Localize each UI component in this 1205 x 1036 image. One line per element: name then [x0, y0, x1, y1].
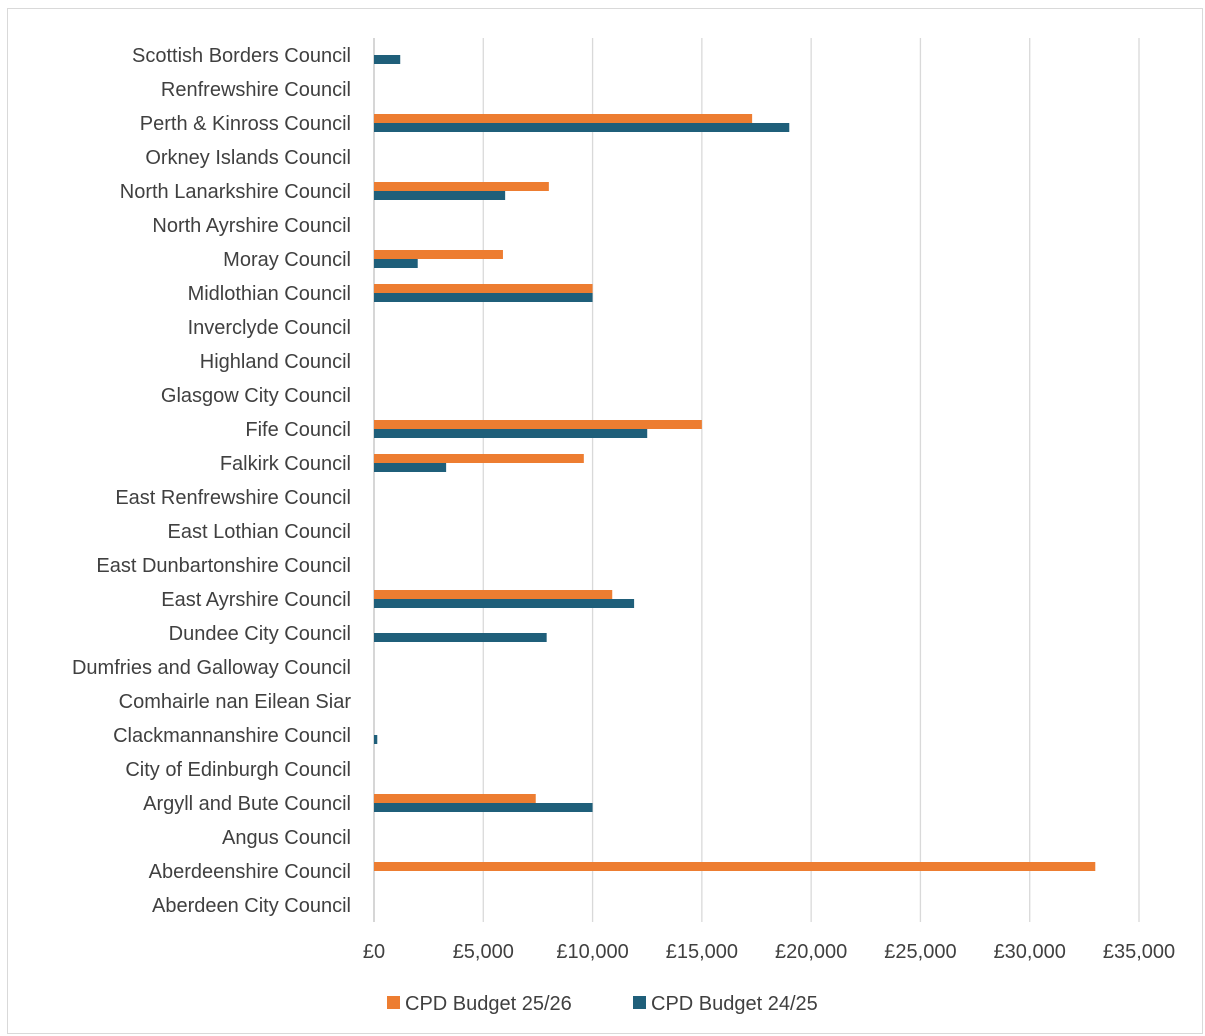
bar-cpd-25-26 — [374, 250, 503, 259]
category-label: Moray Council — [223, 249, 351, 271]
category-label: Perth & Kinross Council — [140, 113, 351, 135]
category-label: Midlothian Council — [188, 283, 351, 305]
category-label: Glasgow City Council — [161, 385, 351, 407]
x-tick-label: £20,000 — [775, 941, 847, 963]
x-tick-label: £30,000 — [994, 941, 1066, 963]
bar-cpd-25-26 — [374, 420, 702, 429]
bars — [374, 55, 1096, 871]
legend-label: CPD Budget 24/25 — [651, 993, 818, 1015]
bar-cpd-24-25 — [374, 293, 593, 302]
category-label: City of Edinburgh Council — [125, 759, 351, 781]
bar-cpd-24-25 — [374, 803, 593, 812]
bar-cpd-25-26 — [374, 590, 613, 599]
category-label: Orkney Islands Council — [145, 147, 351, 169]
category-label: East Dunbartonshire Council — [96, 555, 351, 577]
x-tick-label: £15,000 — [666, 941, 738, 963]
category-label: Dumfries and Galloway Council — [72, 657, 351, 679]
gridlines — [373, 38, 1140, 922]
category-label: East Renfrewshire Council — [115, 487, 351, 509]
category-label: North Lanarkshire Council — [120, 181, 351, 203]
category-label: Argyll and Bute Council — [143, 793, 351, 815]
category-label: Inverclyde Council — [188, 317, 351, 339]
bar-cpd-25-26 — [374, 862, 1096, 871]
category-labels: Scottish Borders Council Renfrewshire Cou… — [72, 45, 351, 917]
bar-cpd-24-25 — [374, 123, 790, 132]
category-label: Dundee City Council — [169, 623, 351, 645]
bar-cpd-24-25 — [374, 429, 648, 438]
category-label: Scottish Borders Council — [132, 45, 351, 67]
bar-cpd-24-25 — [374, 599, 635, 608]
bar-cpd-24-25 — [374, 633, 547, 642]
bar-cpd-24-25 — [374, 463, 447, 472]
category-label: East Ayrshire Council — [161, 589, 351, 611]
category-label: East Lothian Council — [168, 521, 351, 543]
legend-swatch — [387, 996, 400, 1009]
bar-cpd-25-26 — [374, 182, 549, 191]
category-label: Highland Council — [200, 351, 351, 373]
category-label: Angus Council — [222, 827, 351, 849]
x-tick-label: £0 — [363, 941, 385, 963]
bar-cpd-24-25 — [374, 55, 401, 64]
x-tick-label: £5,000 — [453, 941, 514, 963]
category-label: North Ayrshire Council — [152, 215, 351, 237]
x-tick-label: £25,000 — [884, 941, 956, 963]
bar-cpd-25-26 — [374, 284, 593, 293]
category-label: Fife Council — [245, 419, 351, 441]
legend-label: CPD Budget 25/26 — [405, 993, 572, 1015]
x-tick-labels: £0 £5,000 £10,000 £15,000 £20,000 £25,000 £30,… — [363, 941, 1175, 963]
category-label: Aberdeenshire Council — [149, 861, 351, 883]
category-label: Renfrewshire Council — [161, 79, 351, 101]
category-label: Aberdeen City Council — [152, 895, 351, 917]
bar-cpd-24-25 — [374, 259, 418, 268]
category-label: Falkirk Council — [220, 453, 351, 475]
bar-cpd-25-26 — [374, 454, 584, 463]
category-label: Clackmannanshire Council — [113, 725, 351, 747]
x-tick-label: £35,000 — [1103, 941, 1175, 963]
bar-cpd-25-26 — [374, 114, 753, 123]
bar-cpd-24-25 — [374, 191, 506, 200]
legend-swatch — [633, 996, 646, 1009]
bar-cpd-25-26 — [374, 794, 536, 803]
legend: CPD Budget 25/26 CPD Budget 24/25 — [387, 993, 818, 1015]
x-tick-label: £10,000 — [556, 941, 628, 963]
bar-cpd-24-25 — [374, 735, 378, 744]
category-label: Comhairle nan Eilean Siar — [119, 691, 352, 713]
